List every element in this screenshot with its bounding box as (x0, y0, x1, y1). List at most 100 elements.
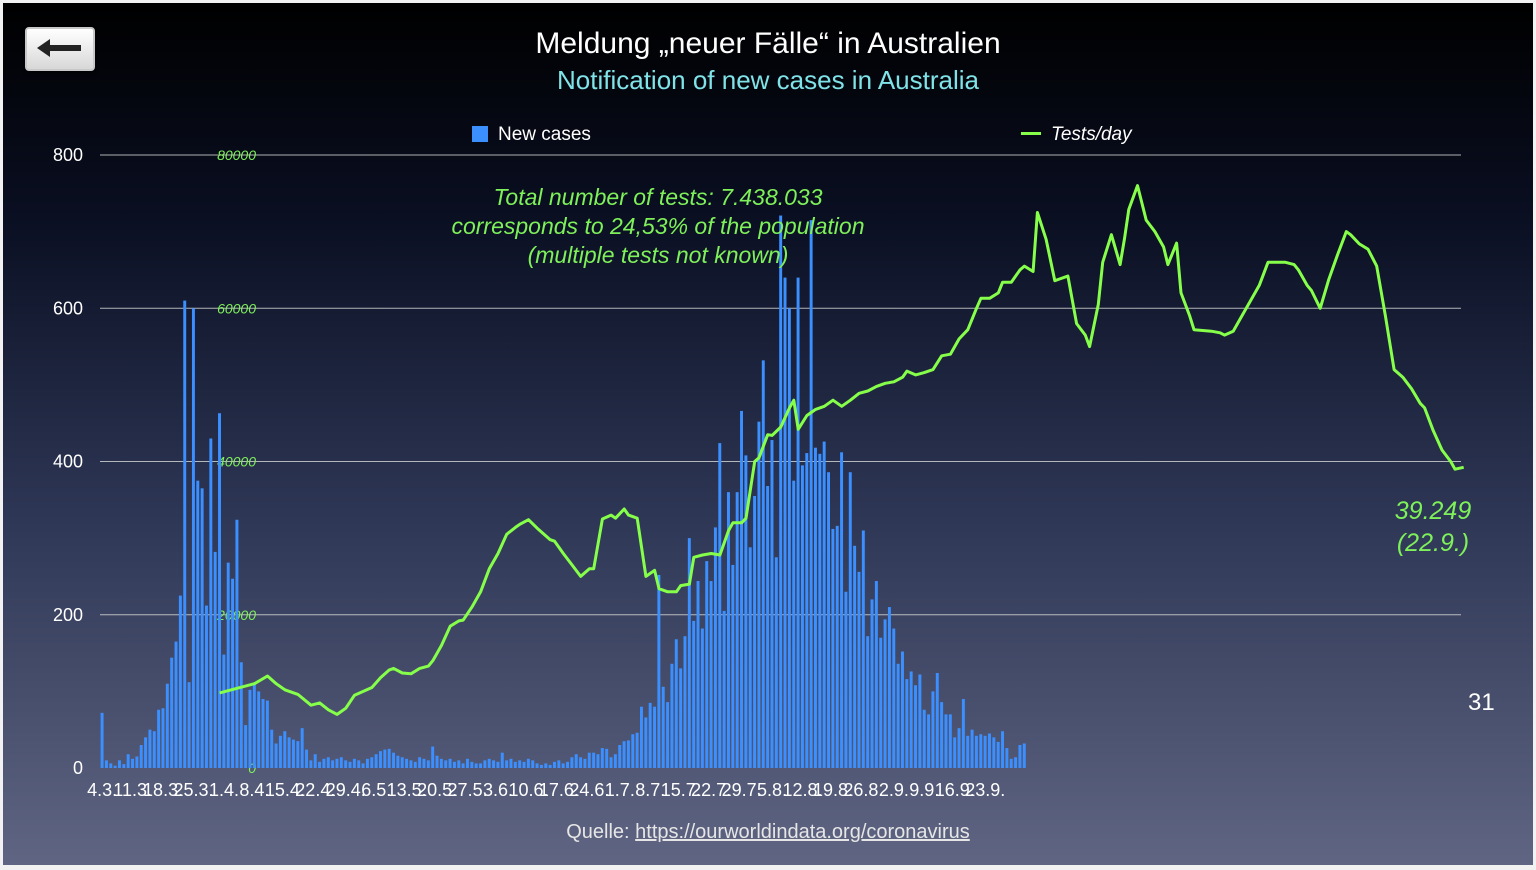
bar (109, 763, 113, 768)
bar (518, 760, 522, 768)
bar (257, 691, 261, 768)
bar (1001, 731, 1004, 768)
y-tick-label: 200 (53, 605, 83, 625)
bar (740, 410, 743, 768)
bar (431, 746, 435, 768)
legend-new-cases: New cases (472, 124, 591, 146)
bar (300, 728, 304, 768)
bar (561, 763, 565, 768)
bar (574, 754, 578, 768)
bar (213, 551, 217, 768)
left-arrow-icon (37, 39, 81, 57)
bar (548, 764, 552, 768)
x-tick-label: 15.7. (661, 780, 701, 800)
bar (196, 480, 200, 768)
bar (379, 751, 382, 768)
x-tick-label: 5.8. (757, 780, 787, 800)
bar (544, 763, 548, 768)
bar (735, 492, 739, 768)
x-tick-label: 26.8. (843, 780, 883, 800)
bar (500, 752, 504, 768)
bar (118, 760, 121, 768)
bar (827, 472, 830, 768)
bar (331, 760, 335, 768)
bar (727, 492, 730, 768)
bar (700, 628, 704, 768)
bar (505, 760, 509, 768)
bar (853, 545, 857, 768)
slide: Meldung „neuer Fälle“ in Australien Noti… (3, 3, 1533, 865)
bar (104, 760, 108, 768)
bar (139, 745, 143, 768)
bar (152, 731, 156, 768)
source-link[interactable]: https://ourworldindata.org/coronavirus (635, 821, 970, 843)
bar (840, 452, 844, 768)
bar (657, 574, 661, 768)
bar (339, 757, 343, 768)
bar (248, 689, 252, 768)
bar (831, 528, 835, 768)
back-button[interactable] (25, 27, 95, 71)
bar (770, 440, 774, 768)
bar (979, 734, 983, 768)
bar (927, 714, 931, 768)
bar (609, 757, 613, 768)
bar (539, 764, 543, 768)
annotation-note: (multiple tests not known) (527, 242, 789, 268)
bar (783, 277, 787, 768)
bar (596, 754, 600, 768)
bar (587, 752, 591, 768)
bar (822, 441, 826, 768)
bar (918, 674, 922, 768)
x-tick-label: 19.8. (813, 780, 853, 800)
bar (335, 758, 339, 768)
bar (309, 760, 313, 768)
bar (509, 758, 513, 768)
bar (722, 610, 726, 768)
bar (848, 472, 852, 768)
bar (352, 758, 356, 768)
bar (191, 308, 195, 768)
bar (866, 636, 870, 768)
bar (692, 620, 696, 768)
bar (452, 761, 456, 768)
x-tick-label: 18.3. (143, 780, 183, 800)
bar (844, 591, 848, 768)
bar (957, 728, 961, 768)
y-tick-label: 800 (53, 145, 83, 165)
bar (1022, 743, 1026, 768)
bar (474, 763, 478, 768)
bar (457, 760, 461, 768)
bar (892, 628, 896, 768)
annotation-total-tests: Total number of tests: 7.438.033 (493, 184, 823, 210)
bar (753, 495, 757, 768)
bar (370, 757, 374, 768)
bar (553, 761, 556, 768)
y-tick-label: 0 (73, 758, 83, 778)
bar (796, 277, 800, 768)
bar (405, 758, 409, 768)
bar (187, 682, 191, 768)
bar (183, 300, 187, 768)
bar (883, 619, 887, 768)
bar (387, 748, 391, 768)
bar (674, 639, 678, 768)
x-tick-label: 17.6. (539, 780, 579, 800)
bar (1014, 757, 1018, 768)
bar (231, 578, 235, 768)
x-tick-label: 27.5. (448, 780, 488, 800)
chart-title: Meldung „neuer Fälle“ in Australien (535, 27, 1001, 60)
bar (731, 564, 735, 768)
bar (239, 662, 243, 768)
latest-tests-value: 39.249 (1394, 497, 1472, 525)
x-tick-label: 3.6. (483, 780, 513, 800)
page-number: 31 (1468, 689, 1495, 716)
bar (522, 761, 526, 768)
bar (648, 702, 652, 768)
bar (513, 761, 517, 768)
bar (948, 714, 952, 768)
bar (622, 741, 626, 768)
bar (261, 699, 265, 768)
bar (305, 749, 308, 768)
bar (170, 657, 174, 768)
